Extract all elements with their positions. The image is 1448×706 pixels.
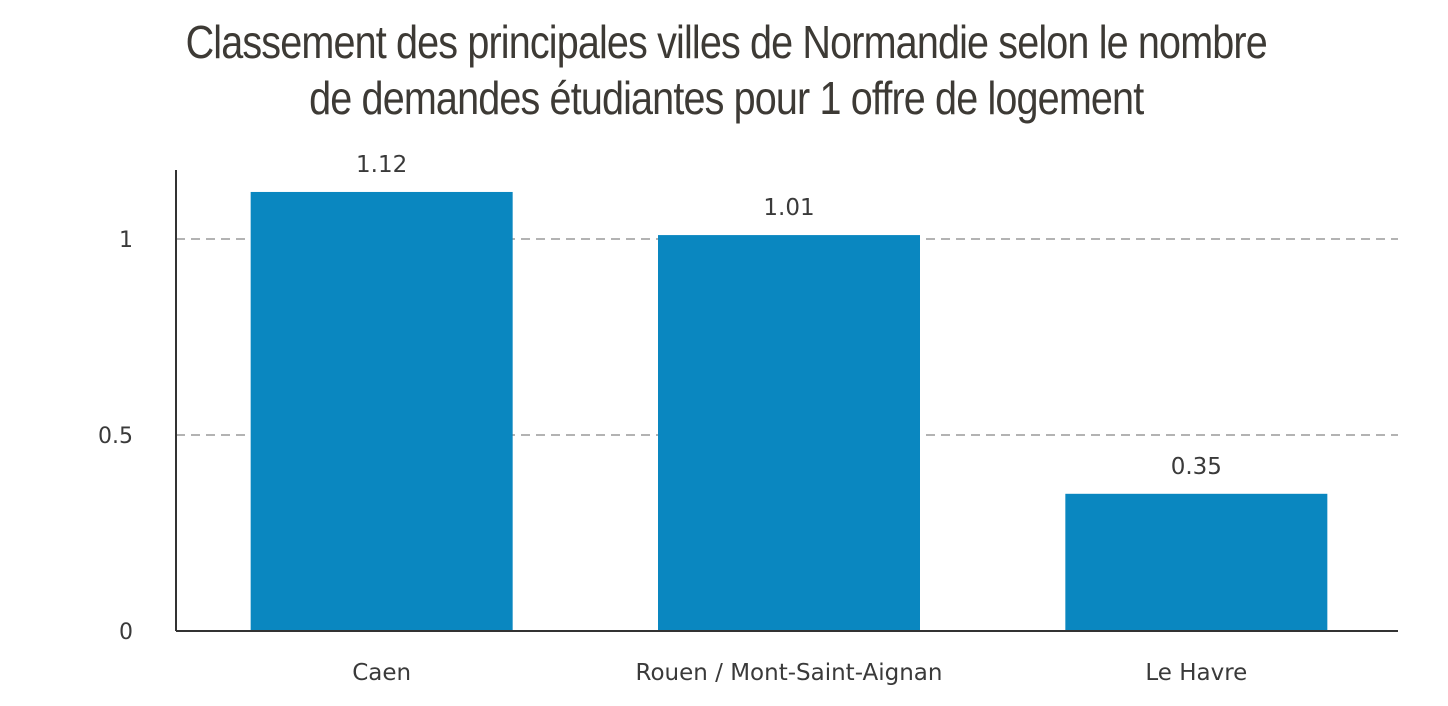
category-label: Le Havre [1145, 660, 1247, 686]
y-tick-labels: 00.51 [98, 228, 133, 645]
y-tick-label: 0.5 [98, 424, 133, 449]
bars [250, 191, 1328, 631]
data-label: 1.01 [763, 195, 814, 221]
data-label: 0.35 [1171, 454, 1222, 480]
chart-title: Classement des principales villes de Nor… [104, 14, 1349, 126]
category-label: Caen [352, 660, 411, 686]
data-label: 1.12 [356, 152, 407, 178]
data-labels: 1.12 1.01 0.35 [356, 152, 1222, 480]
bar [1065, 493, 1328, 631]
category-labels: Caen Rouen / Mont-Saint-Aignan Le Havre [352, 660, 1247, 686]
bar [250, 191, 513, 631]
chart-title-line-2: de demandes étudiantes pour 1 offre de l… [309, 72, 1144, 124]
bar [658, 235, 920, 631]
y-tick-label: 0 [119, 620, 133, 645]
y-tick-label: 1 [119, 228, 133, 253]
category-label: Rouen / Mont-Saint-Aignan [636, 660, 943, 686]
chart-title-line-1: Classement des principales villes de Nor… [185, 16, 1268, 68]
axes [175, 170, 1398, 632]
